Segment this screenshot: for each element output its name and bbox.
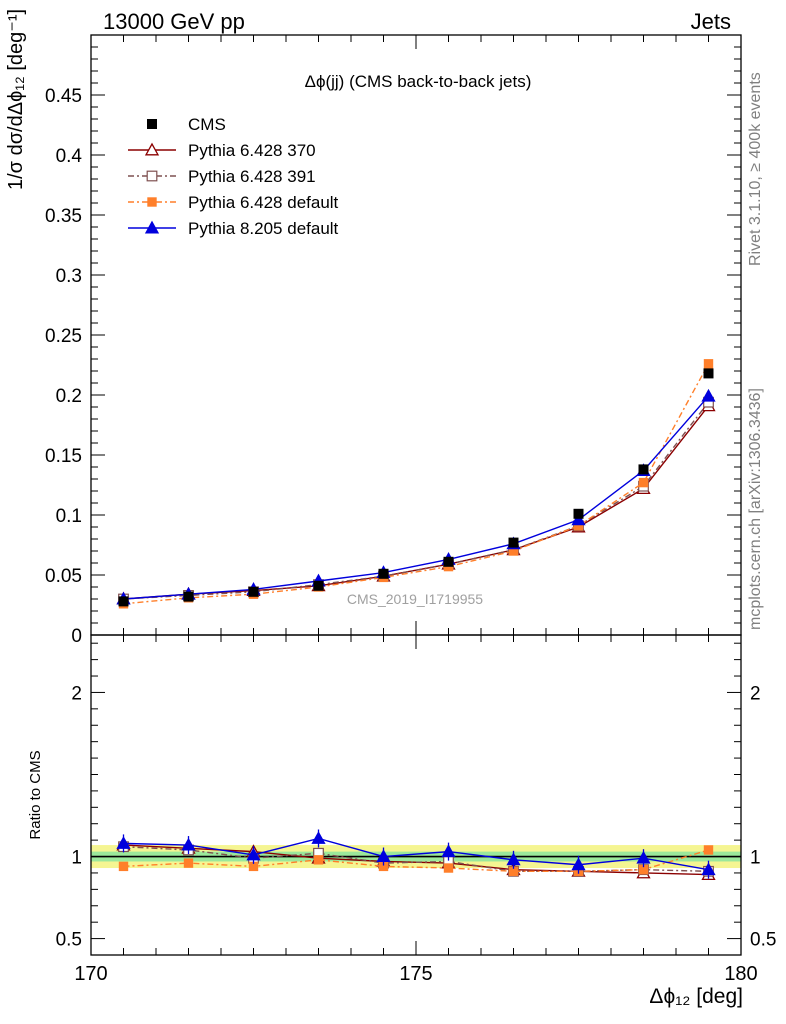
ratio-tick-label: 0.5 [56,930,82,951]
ratio-plot-axes: 170 175 180 0.5 0.5 1 1 2 2 [56,642,776,985]
legend-label: Pythia 8.205 default [188,219,339,238]
series-marker [506,852,521,866]
data-point [313,580,324,591]
y-tick-label: 0 [71,626,82,647]
series-line [123,401,710,600]
series-marker [147,197,157,207]
ratio-series [116,829,716,881]
series-marker [116,836,131,849]
ratio-tick-label: 1 [71,848,82,869]
watermark: CMS_2019_I1719955 [347,591,483,607]
legend-item-0: Pythia 6.428 370 [128,141,316,160]
y-tick-label: 0.45 [45,86,82,107]
y-axis-label-text: 1/σ dσ/dΔϕ₁₂ [deg⁻¹] [5,9,27,190]
series-0 [116,398,716,605]
series-marker [311,831,326,844]
series-marker [144,220,160,234]
y-tick-label: 0.35 [45,206,82,227]
x-tick-label: 170 [74,963,107,985]
series-marker [146,170,158,182]
header-right: Jets [691,9,731,34]
data-point [183,591,194,602]
ratio-plot-frame [90,634,742,956]
series-line [123,363,710,605]
ratio-line [123,837,709,871]
series-marker [183,858,194,868]
ratio-tick-label-right: 0.5 [750,930,776,951]
data-point [443,556,454,567]
series-marker [701,862,716,876]
data-points [118,368,714,607]
series-marker [246,847,261,861]
series-marker [313,855,324,865]
y-axis-label: 1/σ dσ/dΔϕ₁₂ [deg⁻¹] [5,9,27,190]
series-marker [118,861,129,872]
series-marker [376,849,391,862]
series-marker [443,863,454,873]
x-tick-label: 175 [399,963,432,985]
main-plot-series [116,359,716,609]
y-tick-label: 0.2 [56,386,82,407]
series-marker [144,142,160,156]
y-tick-label: 0.4 [56,146,83,167]
series-marker [571,512,586,526]
series-marker [636,850,651,864]
series-marker [703,845,714,855]
legend-label: Pythia 6.428 default [188,193,339,212]
legend-item-3: Pythia 8.205 default [128,219,339,238]
ratio-tick-label-right: 2 [750,683,761,704]
data-point [638,464,649,475]
series-marker [441,844,456,858]
series-marker [571,857,586,871]
data-point [703,368,714,379]
series-marker [703,359,714,369]
data-point [378,568,389,579]
data-point [248,586,259,597]
ratio-tick-label-right: 1 [750,848,761,869]
legend-item-data: CMS [147,115,226,134]
mcplots-label: mcplots.cern.ch [arXiv:1306.3436] [747,388,764,630]
legend-item-2: Pythia 6.428 default [128,193,339,212]
series-marker [181,837,196,851]
y-tick-label: 0.1 [56,506,82,527]
data-point [508,537,519,548]
ratio-tick-label: 2 [71,683,82,704]
legend-label: Pythia 6.428 391 [188,167,316,186]
data-point [573,508,584,519]
chart-title: Δϕ(jj) (CMS back-to-back jets) [305,72,532,91]
ratio-series-3 [116,829,716,879]
main-plot-axes: 0 0.05 0.1 0.15 0.2 0.25 0.3 0.35 0.4 0.45 [45,34,742,649]
legend-marker [147,119,157,129]
y-tick-label: 0.15 [45,446,82,467]
ratio-line [123,845,709,873]
x-axis-label: Δϕ₁₂ [deg] [649,985,743,1008]
x-tick-label: 180 [724,963,757,985]
legend-item-1: Pythia 6.428 391 [128,167,316,186]
legend: CMS Pythia 6.428 370 Pythia 6.428 391 Pythi… [128,115,339,238]
header-left: 13000 GeV pp [103,9,245,34]
data-point [118,596,129,607]
y-tick-label: 0.25 [45,326,82,347]
series-marker [701,388,716,402]
y-tick-label: 0.3 [56,266,82,287]
rivet-label: Rivet 3.1.10, ≥ 400k events [747,72,764,266]
legend-label: CMS [188,115,226,134]
y-tick-label: 0.05 [45,566,82,587]
series-line [123,395,710,600]
ratio-y-label: Ratio to CMS [27,750,44,839]
legend-label: Pythia 6.428 370 [188,141,316,160]
series-marker [638,477,649,488]
